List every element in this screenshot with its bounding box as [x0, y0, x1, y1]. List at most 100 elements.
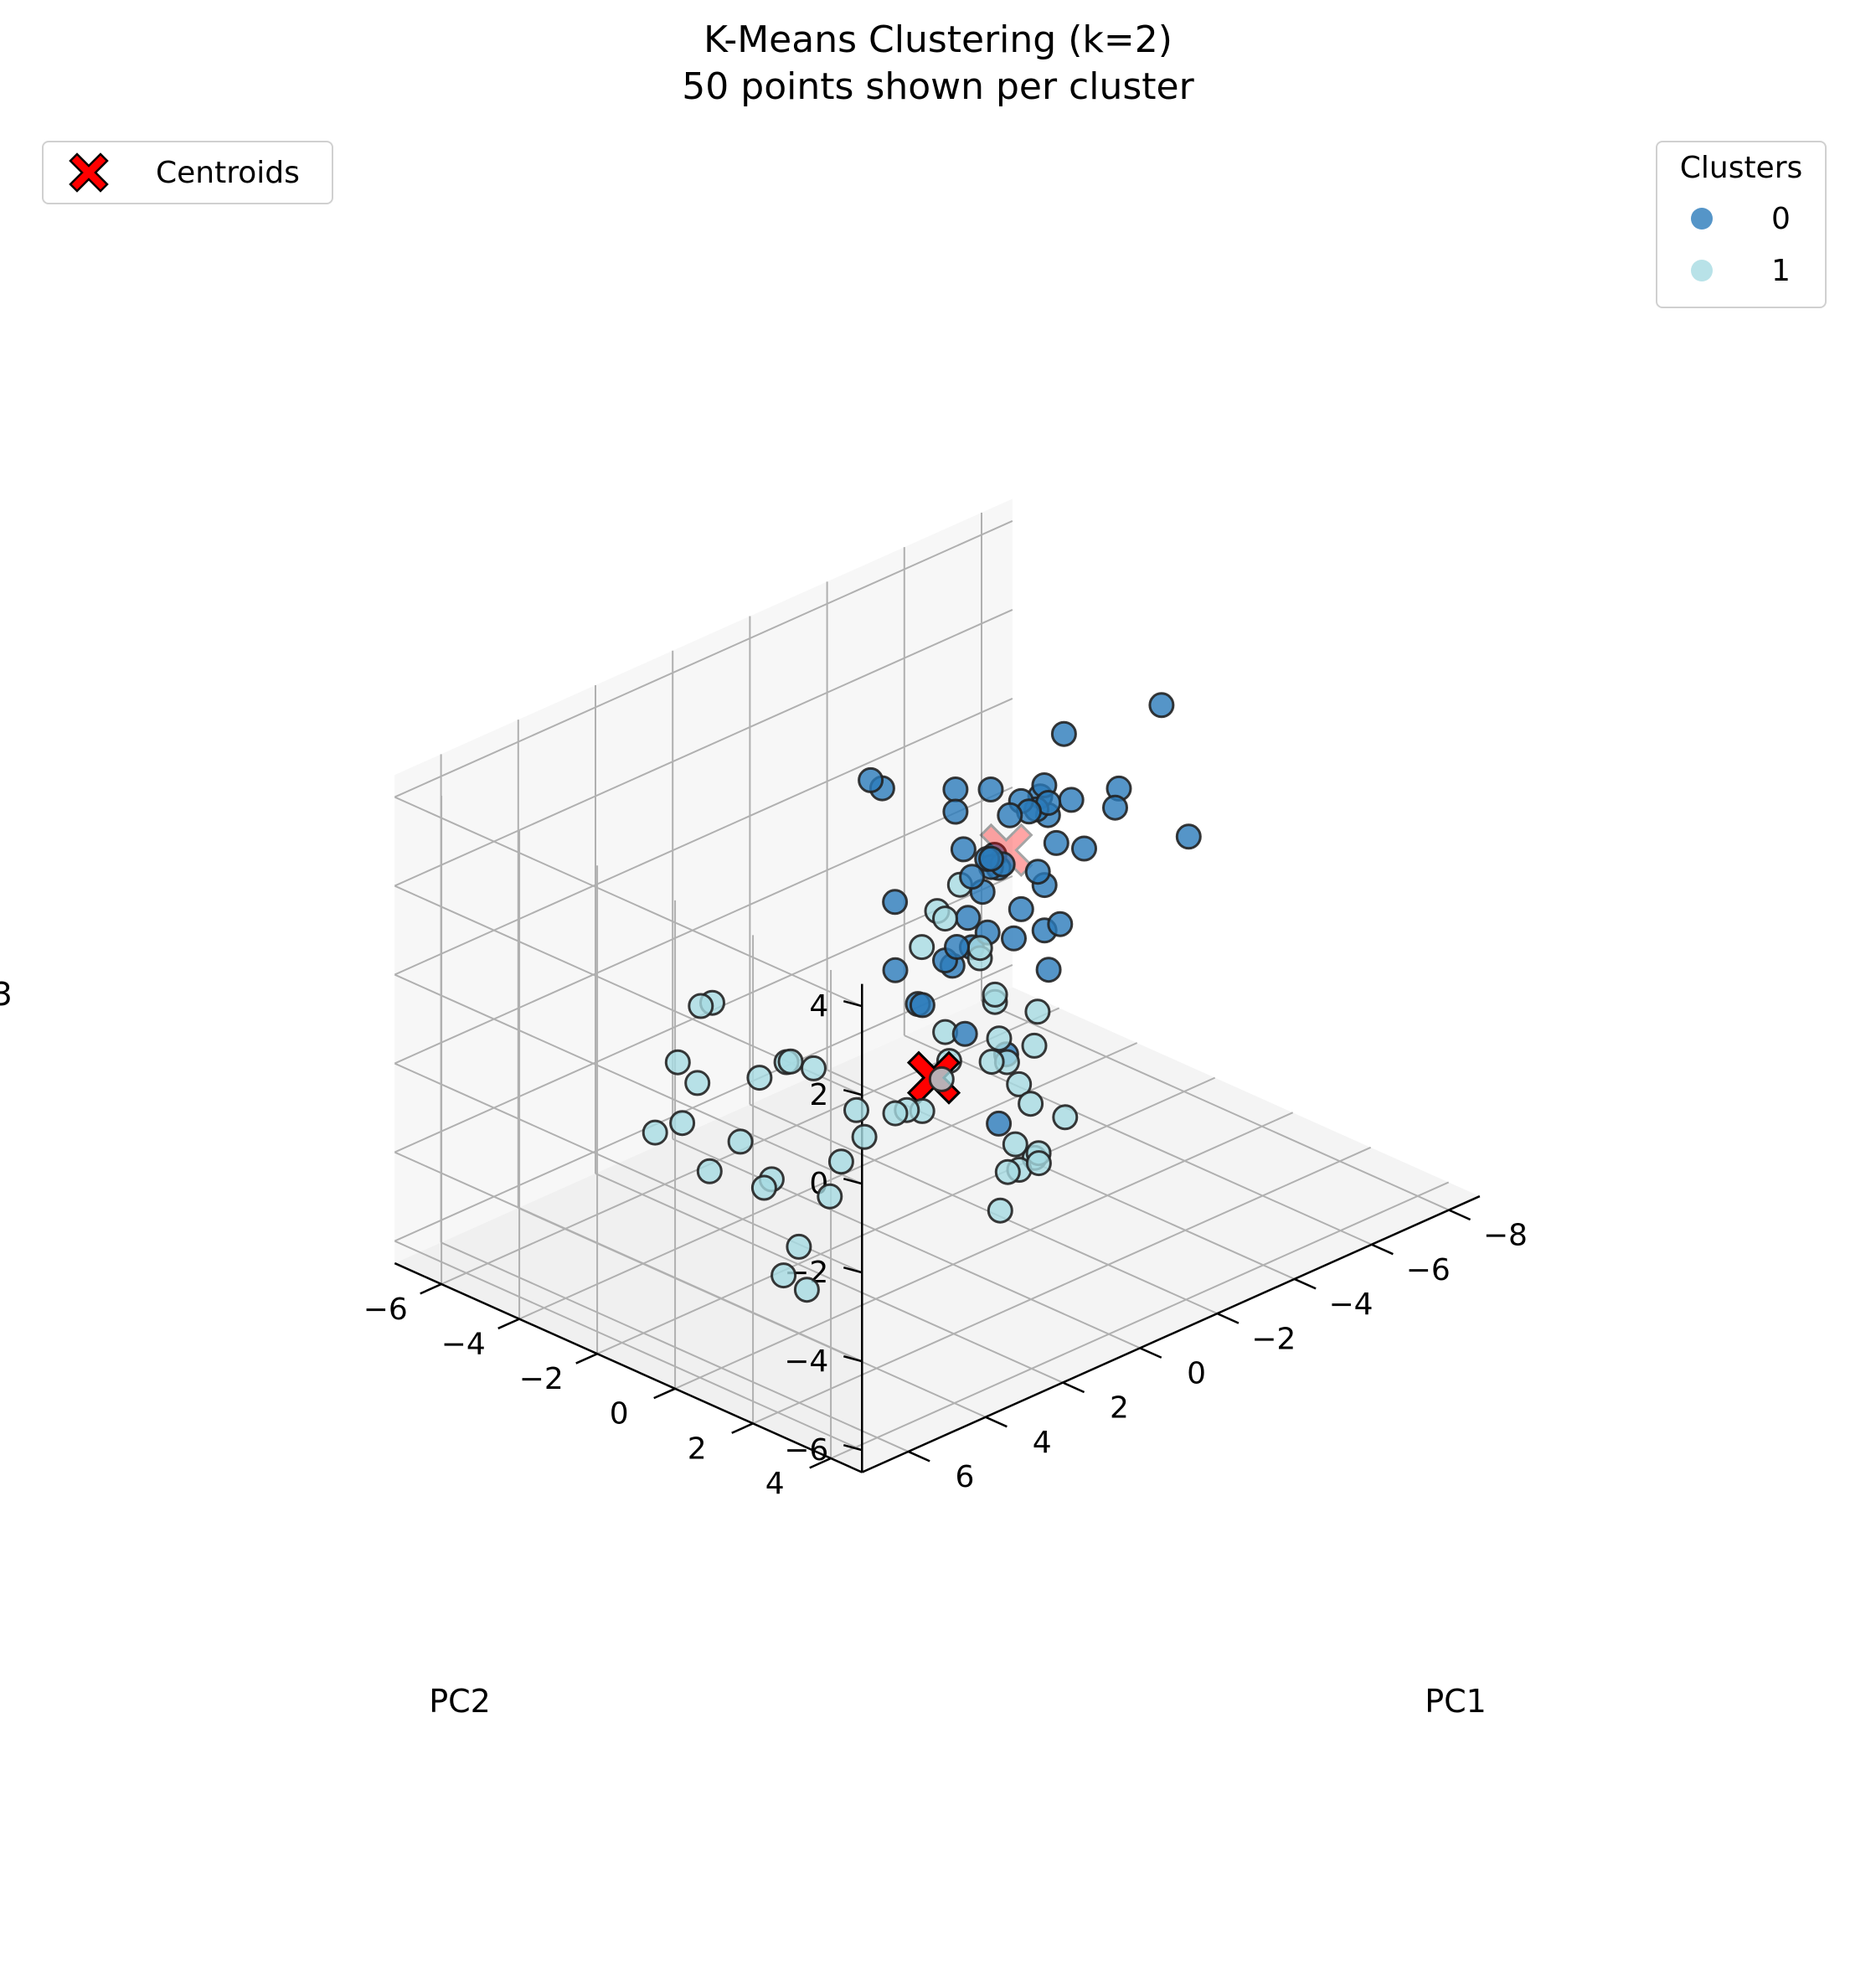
cluster-1-point — [909, 934, 935, 961]
cluster-1-point — [793, 1277, 820, 1303]
grid-line-z — [394, 787, 1013, 1065]
cluster-1-point — [928, 1065, 955, 1092]
x-tick — [1371, 1243, 1394, 1256]
grid-line-y — [752, 1146, 1372, 1425]
cluster-1-point — [882, 1100, 909, 1127]
x-tick — [1448, 1209, 1471, 1221]
cluster-1-point — [987, 1197, 1013, 1224]
y-axis-line — [394, 1261, 863, 1473]
cluster-0-point — [1071, 835, 1097, 862]
tick-label: 0 — [610, 1397, 629, 1432]
z-axis-label: PC3 — [0, 976, 13, 1013]
cluster-0-point — [882, 957, 909, 983]
z-tick — [843, 1266, 863, 1274]
grid-line-x — [981, 1000, 1450, 1211]
cluster-0-point — [1035, 957, 1062, 983]
tick-label: 2 — [688, 1432, 707, 1466]
cluster-0-point — [997, 802, 1023, 828]
cluster-1-point — [696, 1158, 723, 1184]
cluster-1-point — [851, 1123, 878, 1150]
cluster-0-point — [1008, 895, 1034, 922]
cluster-1-point — [770, 1262, 797, 1289]
centroid-x-icon — [69, 152, 109, 193]
clusters-legend: Clusters 0 1 — [1656, 141, 1827, 308]
tick-label: 0 — [1187, 1357, 1206, 1391]
x-tick — [908, 1450, 930, 1463]
y-tick — [497, 1318, 520, 1330]
tick-label: 4 — [765, 1467, 785, 1501]
cluster-0-point — [944, 934, 970, 960]
tick-label: −4 — [784, 1344, 828, 1379]
data-points — [642, 692, 1202, 1303]
cluster-1-point — [932, 905, 958, 932]
cluster-0-point — [942, 776, 969, 802]
cluster-0-point — [858, 766, 884, 793]
tick-label: 4 — [809, 989, 828, 1024]
tick-label: 6 — [956, 1460, 975, 1494]
tick-label: −4 — [1328, 1287, 1373, 1322]
cluster-0-point — [882, 889, 909, 916]
axis-panes — [394, 498, 1480, 1473]
tick-label: −8 — [1483, 1219, 1528, 1253]
cluster-0-point — [909, 992, 935, 1019]
tick-label: 2 — [1110, 1391, 1129, 1426]
cluster-1-point — [827, 1148, 854, 1175]
cluster-1-point — [994, 1158, 1021, 1185]
grid-line-y — [518, 1042, 1138, 1320]
y-tick — [575, 1353, 598, 1365]
cluster-0-point — [955, 905, 982, 931]
x-tick — [1216, 1312, 1240, 1324]
cluster-1-point — [688, 993, 714, 1019]
grid-line-z — [394, 609, 1013, 887]
grid-line-y — [674, 1112, 1294, 1390]
cluster-1-label: 1 — [1771, 253, 1791, 288]
tick-label: 2 — [809, 1078, 828, 1112]
grid-line-z — [394, 1240, 863, 1452]
cluster-1-point — [786, 1233, 812, 1260]
tick-label: −2 — [1251, 1322, 1296, 1356]
x-tick — [1139, 1347, 1162, 1359]
grid-line-z — [394, 796, 863, 1008]
cluster-0-marker — [1691, 208, 1713, 230]
cluster-1-point — [801, 1055, 827, 1081]
cluster-0-point — [1102, 794, 1128, 821]
cluster-1-point — [750, 1174, 777, 1201]
cluster-1-point — [1018, 1091, 1044, 1117]
z-tick — [843, 1177, 863, 1185]
cluster-1-point — [1052, 1104, 1079, 1131]
cluster-0-point — [1058, 787, 1085, 813]
cluster-0-point — [1047, 911, 1074, 937]
cluster-1-point — [817, 1183, 843, 1210]
grid-line-z — [394, 698, 1013, 976]
cluster-0-point — [959, 864, 986, 890]
tick-label: −6 — [1406, 1253, 1451, 1287]
tick-label: −6 — [784, 1433, 828, 1468]
cluster-1-point — [777, 1048, 804, 1075]
cluster-0-point — [977, 776, 1004, 802]
cluster-1-point — [1006, 1071, 1033, 1097]
y-tick — [731, 1422, 754, 1434]
y-tick — [653, 1387, 676, 1400]
cluster-0-point — [1050, 720, 1077, 747]
cluster-1-point — [642, 1119, 668, 1146]
chart-subtitle: 50 points shown per cluster — [682, 65, 1194, 108]
grid-line-z — [394, 520, 1013, 798]
cluster-0-point — [1043, 829, 1069, 856]
cluster-0-point — [978, 845, 1004, 872]
tick-label: 4 — [1033, 1426, 1052, 1460]
tick-label: −4 — [441, 1328, 486, 1362]
clusters-legend-title: Clusters — [1679, 151, 1803, 185]
cluster-1-point — [966, 935, 993, 962]
x-tick — [985, 1416, 1008, 1428]
grid-line-x — [672, 1138, 1141, 1349]
cluster-0-point — [1175, 823, 1202, 850]
z-tick — [843, 1443, 863, 1452]
x-tick — [1062, 1381, 1085, 1394]
cluster-0-point — [1024, 859, 1051, 885]
cluster-0-point — [1001, 925, 1027, 952]
cluster-0-point — [942, 798, 969, 825]
grid-line-y — [830, 1181, 1450, 1459]
cluster-0-point — [951, 1020, 978, 1047]
x-tick — [1294, 1277, 1317, 1290]
cluster-1-point — [982, 981, 1008, 1008]
